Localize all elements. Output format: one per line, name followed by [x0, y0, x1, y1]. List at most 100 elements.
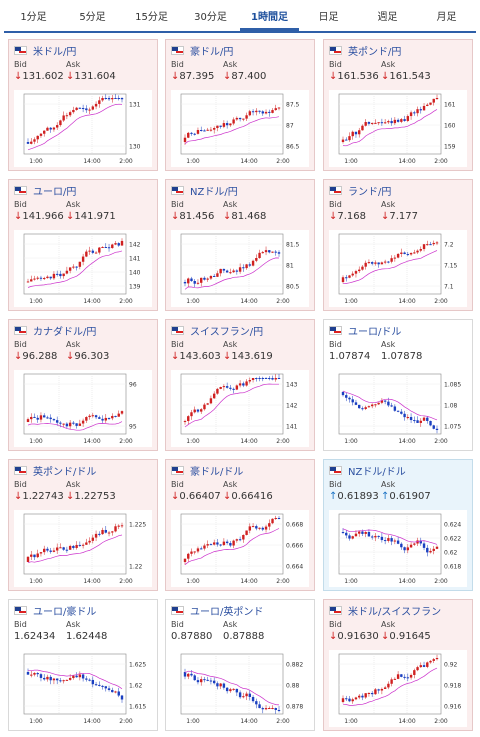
mini-chart[interactable]: 87.5 87 86.5 1:00 14:00 2:00: [171, 90, 309, 167]
ask-value: ↓7.177: [381, 211, 418, 222]
mini-chart[interactable]: 7.2 7.15 7.1 1:00 14:00 2:00: [329, 230, 467, 307]
mini-chart[interactable]: 96 95 1:00 14:00 2:00: [14, 370, 152, 447]
ask-number: 141.971: [74, 211, 116, 222]
bid-number: 87.395: [179, 71, 215, 82]
tab-4[interactable]: 1時間足: [240, 5, 299, 31]
rate-card[interactable]: 米ドル/スイスフラン Bid Ask ↓0.91630 ↓0.91645 0.92 0.91…: [323, 599, 473, 731]
bid-value: ↓0.66407: [171, 491, 221, 502]
ask-value: ↓141.971: [66, 211, 116, 222]
pair-name[interactable]: NZドル/円: [190, 186, 238, 198]
bid-value: 1.62434: [14, 631, 55, 642]
mini-chart[interactable]: 1.085 1.08 1.075 1:00 14:00 2:00: [329, 370, 467, 447]
bid-label: Bid: [329, 480, 342, 489]
x-tick-label: 2:00: [276, 438, 290, 445]
bid-number: 0.87880: [171, 631, 213, 642]
mini-chart[interactable]: 131 130 1:00 14:00 2:00: [14, 90, 152, 167]
tab-1[interactable]: 5分足: [79, 12, 106, 23]
timeframe-tabs: 1分足 5分足 15分足 30分足 1時間足 日足 週足 月足: [4, 5, 476, 33]
arrow-down-icon: ↓: [66, 351, 75, 362]
pair-name[interactable]: 米ドル/スイスフラン: [348, 606, 442, 618]
bid-number: 161.536: [337, 71, 379, 82]
mini-chart[interactable]: 142 141 140 139 1:00 14:00 2:00: [14, 230, 152, 307]
x-tick-label: 2:00: [434, 438, 448, 445]
tab-2[interactable]: 15分足: [135, 12, 168, 23]
x-tick-label: 1:00: [186, 158, 200, 165]
pair-name[interactable]: ランド/円: [348, 186, 392, 198]
pair-name[interactable]: 米ドル/円: [33, 46, 77, 58]
tab-7[interactable]: 月足: [436, 12, 457, 23]
x-tick-label: 14:00: [398, 298, 415, 305]
mini-chart[interactable]: 0.668 0.666 0.664 1:00 14:00 2:00: [171, 510, 309, 587]
y-tick-label: 130: [129, 144, 141, 151]
mini-chart[interactable]: 81.5 81 80.5 1:00 14:00 2:00: [171, 230, 309, 307]
rate-card[interactable]: NZドル/円 Bid Ask ↓81.456 ↓81.468 81.5 81 80.5 1:00…: [165, 179, 315, 311]
rate-card[interactable]: 英ポンド/ドル Bid Ask ↓1.22743 ↓1.22753 1.225 1.22 1:…: [8, 459, 158, 591]
card-header: 英ポンド/ドル: [14, 464, 97, 478]
ask-label: Ask: [381, 200, 396, 209]
x-tick-label: 2:00: [119, 438, 133, 445]
pair-name[interactable]: ユーロ/豪ドル: [33, 606, 97, 618]
mini-chart[interactable]: 1.625 1.62 1.615 1:00 14:00 2:00: [14, 650, 152, 727]
pair-name[interactable]: ユーロ/ドル: [348, 326, 402, 338]
ask-number: 7.177: [389, 211, 419, 222]
mini-chart[interactable]: 161 160 159 1:00 14:00 2:00: [329, 90, 467, 167]
arrow-down-icon: ↓: [171, 211, 180, 222]
card-header: NZドル/円: [171, 184, 238, 198]
x-tick-label: 14:00: [83, 438, 100, 445]
card-header: NZドル/ドル: [329, 464, 406, 478]
rate-card[interactable]: NZドル/ドル Bid Ask ↑0.61893 ↑0.61907 0.624 0.622 0…: [323, 459, 473, 591]
card-header: カナダドル/円: [14, 324, 97, 338]
tab-0[interactable]: 1分足: [20, 12, 47, 23]
rate-card[interactable]: 米ドル/円 Bid Ask ↓131.602 ↓131.604 131 130 1:00 14:…: [8, 39, 158, 171]
flag-icon: [14, 465, 27, 475]
x-tick-label: 2:00: [276, 578, 290, 585]
rate-card[interactable]: カナダドル/円 Bid Ask ↓96.288 ↓96.303 96 95 1:00 14:00…: [8, 319, 158, 451]
rate-card[interactable]: 豪ドル/ドル Bid Ask ↓0.66407 ↓0.66416 0.668 0.666 0.…: [165, 459, 315, 591]
mini-chart[interactable]: 0.882 0.88 0.878 1:00 14:00 2:00: [171, 650, 309, 727]
arrow-down-icon: ↓: [171, 351, 180, 362]
rate-card[interactable]: 豪ドル/円 Bid Ask ↓87.395 ↓87.400 87.5 87 86.5 1:00 1…: [165, 39, 315, 171]
rate-card[interactable]: ユーロ/円 Bid Ask ↓141.966 ↓141.971 142 141 140 139 1…: [8, 179, 158, 311]
ask-number: 1.22753: [74, 491, 116, 502]
bid-label: Bid: [14, 60, 27, 69]
card-header: 豪ドル/ドル: [171, 464, 244, 478]
rate-card[interactable]: ユーロ/豪ドル Bid Ask 1.62434 1.62448 1.625 1.62 1.61…: [8, 599, 158, 731]
y-tick-label: 0.916: [444, 704, 461, 711]
tab-6[interactable]: 週足: [377, 12, 398, 23]
tab-5[interactable]: 日足: [318, 12, 339, 23]
tab-3[interactable]: 30分足: [194, 12, 227, 23]
mini-chart[interactable]: 0.92 0.918 0.916 1:00 14:00 2:00: [329, 650, 467, 727]
pair-name[interactable]: 英ポンド/ドル: [33, 466, 97, 478]
bid-value: ↓7.168: [329, 211, 366, 222]
pair-name[interactable]: NZドル/ドル: [348, 466, 406, 478]
pair-name[interactable]: スイスフラン/円: [190, 326, 264, 338]
pair-name[interactable]: ユーロ/英ポンド: [190, 606, 264, 618]
pair-name[interactable]: 英ポンド/円: [348, 46, 402, 58]
x-tick-label: 14:00: [240, 158, 257, 165]
rate-card[interactable]: スイスフラン/円 Bid Ask ↓143.603 ↓143.619 143 142 141 1…: [165, 319, 315, 451]
mini-chart[interactable]: 0.624 0.622 0.62 0.618 1:00 14:00 2:00: [329, 510, 467, 587]
rate-card[interactable]: ユーロ/ドル Bid Ask 1.07874 1.07878 1.085 1.08 1.075…: [323, 319, 473, 451]
bid-label: Bid: [171, 480, 184, 489]
pair-name[interactable]: ユーロ/円: [33, 186, 77, 198]
arrow-down-icon: ↓: [66, 71, 75, 82]
bid-value: ↓131.602: [14, 71, 64, 82]
flag-icon: [171, 465, 184, 475]
mini-chart[interactable]: 143 142 141 1:00 14:00 2:00: [171, 370, 309, 447]
rate-card[interactable]: ランド/円 Bid Ask ↓7.168 ↓7.177 7.2 7.15 7.1 1:00 14:…: [323, 179, 473, 311]
x-tick-label: 2:00: [276, 298, 290, 305]
rate-card[interactable]: 英ポンド/円 Bid Ask ↓161.536 ↓161.543 161 160 159 1:0…: [323, 39, 473, 171]
pair-name[interactable]: 豪ドル/ドル: [190, 466, 244, 478]
y-tick-label: 141: [129, 256, 141, 263]
rate-card[interactable]: ユーロ/英ポンド Bid Ask 0.87880 0.87888 0.882 0.88 0.8…: [165, 599, 315, 731]
x-tick-label: 2:00: [434, 298, 448, 305]
pair-name[interactable]: 豪ドル/円: [190, 46, 234, 58]
y-tick-label: 87: [286, 123, 294, 130]
ask-label: Ask: [381, 620, 396, 629]
x-tick-label: 2:00: [119, 578, 133, 585]
y-tick-label: 139: [129, 284, 141, 291]
mini-chart[interactable]: 1.225 1.22 1:00 14:00 2:00: [14, 510, 152, 587]
ask-label: Ask: [66, 620, 81, 629]
arrow-up-icon: ↑: [329, 491, 338, 502]
pair-name[interactable]: カナダドル/円: [33, 326, 97, 338]
